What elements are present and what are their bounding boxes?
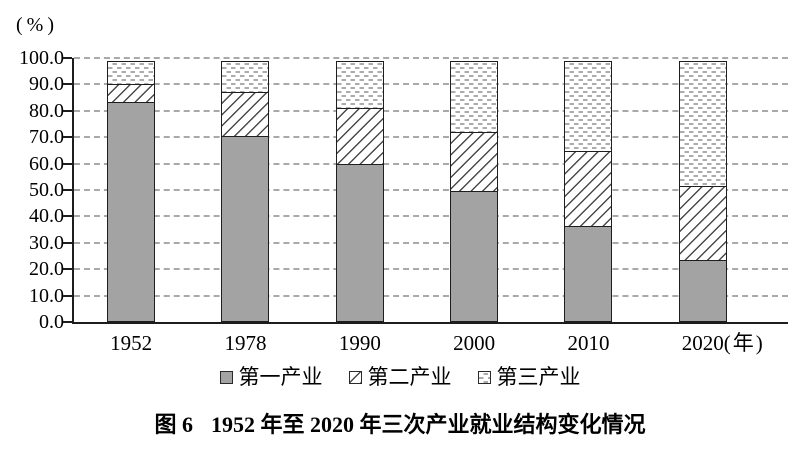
bar-slot-1990 — [303, 58, 417, 322]
bar-2020 — [678, 61, 727, 322]
y-tick-mark-80.0 — [63, 109, 72, 112]
bar-1990 — [335, 61, 384, 322]
figure-caption: 图 6 1952 年至 2020 年三次产业就业结构变化情况 — [0, 410, 800, 440]
legend-item-secondary: 第二产业 — [348, 364, 452, 390]
y-tick-label-90.0: 90.0 — [29, 73, 64, 96]
x-axis-line — [72, 322, 788, 324]
bar-segment-secondary-1978 — [221, 91, 270, 138]
legend-swatch-primary-industry — [219, 370, 233, 384]
bar-slot-2010 — [531, 58, 645, 322]
bar-segment-secondary-1990 — [335, 108, 384, 165]
y-tick-label-40.0: 40.0 — [29, 205, 64, 228]
y-tick-mark-0.0 — [63, 321, 72, 323]
y-tick-label-30.0: 30.0 — [29, 231, 64, 254]
y-axis-line — [72, 58, 74, 324]
y-axis-unit-label: (%) — [16, 14, 58, 36]
bar-slot-2000 — [417, 58, 531, 322]
bar-2010 — [564, 61, 613, 322]
x-tick-slot-1990: 1990 — [303, 330, 417, 358]
bar-segment-tertiary-1952 — [107, 61, 156, 86]
bar-segment-secondary-2000 — [450, 132, 499, 192]
bar-1978 — [221, 61, 270, 322]
y-tick-mark-10.0 — [63, 294, 72, 297]
y-tick-label-10.0: 10.0 — [29, 284, 64, 307]
bar-segment-secondary-1952 — [107, 83, 156, 104]
bar-slot-1978 — [188, 58, 302, 322]
x-tick-slot-2020: 2020 (年) — [646, 330, 765, 358]
y-tick-mark-20.0 — [63, 268, 72, 271]
y-tick-mark-90.0 — [63, 83, 72, 86]
bar-segment-primary-1990 — [335, 163, 384, 322]
y-tick-label-60.0: 60.0 — [29, 152, 64, 175]
bar-segment-secondary-2020 — [678, 185, 727, 262]
bar-segment-primary-1978 — [221, 135, 270, 322]
plot-area — [63, 57, 788, 324]
x-axis-unit-label: (年) — [723, 331, 765, 355]
legend-item-tertiary: 第三产业 — [477, 364, 581, 390]
bar-segment-secondary-2010 — [564, 150, 613, 227]
legend: 第一产业 第二产业 第三产业 — [0, 361, 800, 393]
y-tick-mark-50.0 — [63, 189, 72, 191]
bar-segment-tertiary-2010 — [564, 61, 613, 153]
y-tick-label-0.0: 0.0 — [39, 311, 64, 333]
legend-item-primary: 第一产业 — [219, 364, 323, 390]
bars-container — [74, 58, 760, 322]
bar-segment-primary-2010 — [564, 225, 613, 322]
y-tick-mark-70.0 — [63, 136, 72, 139]
x-tick-label-1978: 1978 — [224, 331, 267, 355]
legend-label-tertiary: 第三产业 — [496, 365, 581, 389]
y-tick-label-70.0: 70.0 — [29, 126, 64, 149]
bar-2000 — [450, 61, 499, 322]
legend-label-secondary: 第二产业 — [367, 365, 452, 389]
figure-caption-number: 图 6 — [154, 412, 193, 437]
bar-segment-primary-1952 — [107, 101, 156, 322]
x-tick-slot-1978: 1978 — [188, 330, 302, 358]
bar-segment-tertiary-2020 — [678, 61, 727, 188]
y-tick-mark-30.0 — [63, 241, 72, 244]
x-tick-label-1952: 1952 — [110, 331, 153, 355]
bar-slot-2020 — [646, 58, 760, 322]
y-tick-mark-60.0 — [63, 162, 72, 165]
y-tick-label-50.0: 50.0 — [29, 179, 64, 201]
legend-swatch-secondary-industry — [348, 370, 362, 384]
bar-1952 — [107, 61, 156, 322]
bar-segment-primary-2000 — [450, 190, 499, 322]
x-tick-label-2000: 2000 — [453, 331, 496, 355]
legend-label-primary: 第一产业 — [238, 365, 323, 389]
x-axis-tick-labels: 1952 1978 1990 2000 2010 2020 (年) — [74, 330, 765, 358]
x-tick-slot-2010: 2010 — [531, 330, 645, 358]
bar-segment-primary-2020 — [678, 259, 727, 322]
x-tick-slot-1952: 1952 — [74, 330, 188, 358]
legend-swatch-tertiary-industry — [477, 370, 491, 384]
bar-segment-tertiary-1978 — [221, 61, 270, 94]
bar-segment-tertiary-2000 — [450, 61, 499, 134]
y-axis-tick-labels: 0.0 10.0 20.0 30.0 40.0 50.0 60.0 70.0 80.0 90.0 1… — [0, 47, 64, 333]
bar-segment-tertiary-1990 — [335, 61, 384, 111]
figure-caption-text: 1952 年至 2020 年三次产业就业结构变化情况 — [211, 412, 646, 437]
x-tick-label-2010: 2010 — [567, 331, 610, 355]
y-tick-mark-40.0 — [63, 215, 72, 218]
y-tick-mark-100.0 — [63, 57, 72, 59]
x-tick-slot-2000: 2000 — [417, 330, 531, 358]
x-tick-label-2020: 2020 (年) — [681, 331, 765, 355]
y-tick-label-100.0: 100.0 — [19, 47, 64, 69]
bar-slot-1952 — [74, 58, 188, 322]
y-tick-label-20.0: 20.0 — [29, 258, 64, 281]
x-tick-label-1990: 1990 — [338, 331, 381, 355]
y-tick-label-80.0: 80.0 — [29, 99, 64, 122]
